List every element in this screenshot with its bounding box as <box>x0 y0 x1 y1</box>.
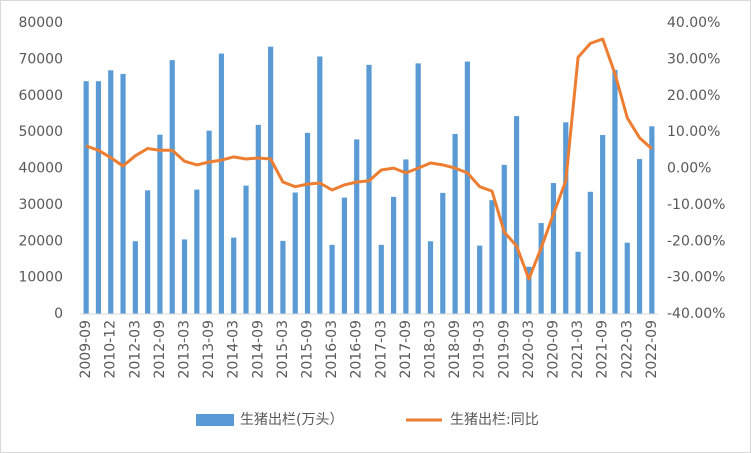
bar <box>292 192 298 314</box>
x-tick-label: 2015-09 <box>300 320 316 379</box>
bar <box>341 197 348 314</box>
bar <box>83 81 89 314</box>
y2-tick-label: -40.00% <box>667 306 725 322</box>
x-tick-label: 2016-03 <box>324 320 340 379</box>
bar <box>181 239 188 314</box>
bar <box>108 70 114 314</box>
y-tick-label: 10000 <box>18 270 63 286</box>
bar <box>513 116 520 315</box>
x-tick-label: 2009-09 <box>78 320 94 379</box>
x-tick-label: 2018-03 <box>422 320 438 379</box>
x-tick-label: 2014-09 <box>250 320 266 379</box>
bar <box>329 244 335 314</box>
bar <box>218 53 225 315</box>
x-tick-label: 2021-03 <box>570 320 586 379</box>
x-tick-label: 2021-09 <box>595 320 611 379</box>
x-tick-label: 2017-03 <box>373 320 389 379</box>
bar <box>354 139 360 314</box>
bar <box>194 189 200 314</box>
bar <box>563 122 569 315</box>
y2-tick-label: 20.00% <box>667 88 720 104</box>
x-tick-label: 2012-03 <box>127 320 143 379</box>
x-tick-label: 2022-03 <box>619 320 635 379</box>
x-tick-label: 2019-03 <box>472 320 488 379</box>
bar <box>501 164 507 314</box>
bar <box>427 241 434 314</box>
y2-tick-label: 0.00% <box>667 161 711 177</box>
y2-tick-label: 10.00% <box>667 124 720 140</box>
bar <box>95 81 102 314</box>
bar <box>378 244 384 314</box>
bar <box>538 223 544 314</box>
bar <box>415 63 421 314</box>
bar <box>477 245 483 314</box>
bar <box>403 159 409 314</box>
x-tick-label: 2017-09 <box>398 320 414 379</box>
line <box>85 37 653 281</box>
x-tick-label: 2022-09 <box>644 320 660 379</box>
bar <box>268 46 274 315</box>
bar <box>464 61 470 315</box>
y-tick-label: 50000 <box>18 124 63 140</box>
legend-label: 生猪出栏:同比 <box>450 412 539 428</box>
legend-swatch <box>196 414 234 426</box>
bar <box>255 124 261 314</box>
x-tick-label: 2014-03 <box>226 320 242 379</box>
y2-tick-label: 30.00% <box>667 51 720 67</box>
bar <box>280 240 286 314</box>
bar <box>600 135 606 314</box>
x-tick-label: 2010-12 <box>103 320 119 379</box>
bar <box>206 130 212 314</box>
bar <box>169 60 175 314</box>
bar <box>157 134 163 314</box>
y2-tick-label: -30.00% <box>667 270 725 286</box>
y-tick-label: 40000 <box>18 161 63 177</box>
bar <box>243 185 249 314</box>
bar <box>624 242 630 314</box>
bar <box>587 191 593 314</box>
y2-tick-label: -10.00% <box>667 197 725 213</box>
bar <box>390 196 397 314</box>
bar <box>575 251 581 314</box>
x-tick-label: 2016-09 <box>349 320 365 379</box>
x-tick-label: 2020-09 <box>545 320 561 379</box>
x-tick-label: 2013-03 <box>177 320 193 379</box>
bar <box>612 69 618 314</box>
bar <box>317 56 323 315</box>
x-tick-label: 2013-09 <box>201 320 217 379</box>
x-tick-label: 2015-03 <box>275 320 291 379</box>
y-tick-label: 20000 <box>18 233 63 249</box>
y-tick-label: 70000 <box>18 51 63 67</box>
bar <box>145 190 151 314</box>
y2-tick-label: 40.00% <box>667 15 720 31</box>
y-tick-label: 30000 <box>18 197 63 213</box>
y-tick-label: 0 <box>54 306 63 322</box>
x-tick-label: 2020-03 <box>521 320 537 379</box>
legend-label: 生猪出栏(万头） <box>240 412 343 428</box>
x-tick-label: 2018-09 <box>447 320 463 379</box>
bar <box>636 159 643 314</box>
bar <box>526 266 532 314</box>
bar <box>366 64 372 314</box>
bar <box>231 237 237 314</box>
bar <box>550 183 557 314</box>
y-tick-label: 60000 <box>18 88 63 104</box>
bar <box>489 200 495 314</box>
y2-tick-label: -20.00% <box>667 233 725 249</box>
bar <box>649 126 655 315</box>
y-tick-label: 80000 <box>18 15 63 31</box>
x-tick-label: 2012-09 <box>152 320 168 379</box>
bar <box>440 192 446 314</box>
bar <box>304 132 311 314</box>
bar <box>132 241 138 314</box>
x-tick-label: 2019-09 <box>496 320 512 379</box>
bar <box>120 73 126 314</box>
bar <box>452 133 458 314</box>
